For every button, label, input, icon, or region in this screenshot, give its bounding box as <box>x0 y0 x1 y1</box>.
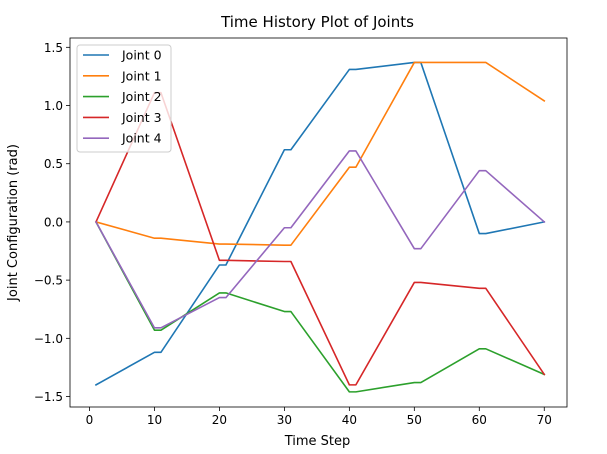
legend-label-joint-2: Joint 2 <box>121 89 162 104</box>
y-axis-label: Joint Configuration (rad) <box>6 144 21 302</box>
legend-label-joint-3: Joint 3 <box>121 110 162 125</box>
series-line-joint-2 <box>94 220 546 393</box>
legend: Joint 0 Joint 1 Joint 2 Joint 3 Joint 4 <box>76 44 172 153</box>
x-tick-label: 20 <box>212 413 227 427</box>
x-tick-label: 10 <box>147 413 162 427</box>
x-tick-label: 30 <box>277 413 292 427</box>
x-axis-label: Time Step <box>284 434 351 449</box>
y-tick-label: −0.5 <box>34 274 63 288</box>
y-axis: −1.5 −1.0 −0.5 0.0 0.5 1.0 1.5 <box>34 41 70 404</box>
y-tick-label: −1.0 <box>34 332 63 346</box>
legend-box <box>76 44 172 153</box>
x-tick-label: 40 <box>342 413 357 427</box>
legend-label-joint-1: Joint 1 <box>121 68 162 83</box>
x-tick-label: 0 <box>86 413 94 427</box>
y-tick-label: −1.5 <box>34 390 63 404</box>
chart-title: Time History Plot of Joints <box>220 13 414 31</box>
x-tick-label: 70 <box>537 413 552 427</box>
x-tick-label: 60 <box>472 413 487 427</box>
x-tick-label: 50 <box>407 413 422 427</box>
legend-label-joint-0: Joint 0 <box>121 48 162 63</box>
series-line-joint-0 <box>94 61 546 386</box>
series-line-joint-1 <box>95 61 546 246</box>
y-tick-label: 0.0 <box>44 215 63 229</box>
y-tick-label: 1.5 <box>44 41 63 55</box>
y-tick-label: 0.5 <box>44 157 63 171</box>
series-line-joint-4 <box>94 150 546 329</box>
plot-area-frame <box>69 37 568 408</box>
x-axis: 0 10 20 30 40 50 60 70 <box>86 407 552 427</box>
legend-label-joint-4: Joint 4 <box>121 131 162 146</box>
y-tick-label: 1.0 <box>44 99 63 113</box>
